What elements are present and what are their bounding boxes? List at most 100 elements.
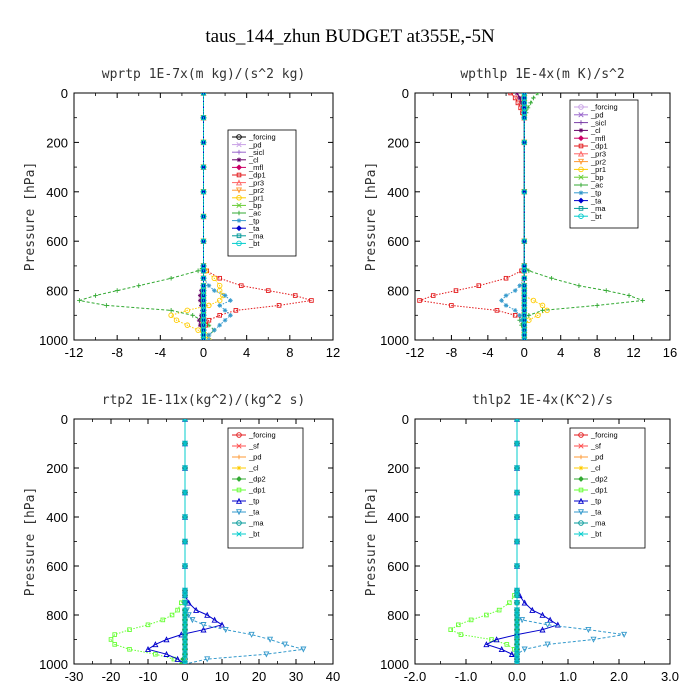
x-tick-label: -10 bbox=[139, 669, 158, 684]
data-point bbox=[603, 288, 609, 293]
legend-entry: _tp bbox=[248, 216, 259, 225]
data-point bbox=[515, 100, 521, 106]
legend-marker bbox=[236, 225, 242, 232]
data-point bbox=[529, 606, 536, 613]
x-tick-label: 0.0 bbox=[508, 669, 526, 684]
data-point bbox=[521, 337, 527, 340]
y-tick-label: 1000 bbox=[39, 333, 68, 348]
legend-entry: _tp bbox=[590, 189, 601, 198]
legend-marker bbox=[236, 476, 242, 482]
x-tick-label: 20 bbox=[252, 669, 266, 684]
legend-entry: _ta bbox=[590, 196, 602, 205]
data-point bbox=[594, 303, 600, 308]
x-tick-label: 1.0 bbox=[559, 669, 577, 684]
data-point bbox=[182, 617, 188, 623]
data-point bbox=[228, 298, 233, 303]
data-point bbox=[108, 637, 114, 642]
x-tick-label: 10 bbox=[215, 669, 229, 684]
data-point bbox=[512, 308, 518, 313]
legend-entry: _sf bbox=[590, 442, 602, 451]
data-point bbox=[514, 440, 520, 447]
legend-entry: _ma bbox=[590, 519, 606, 528]
data-point bbox=[145, 622, 151, 628]
x-tick-label: 2.0 bbox=[610, 669, 628, 684]
x-tick-label: 0 bbox=[521, 345, 528, 360]
data-point bbox=[544, 622, 551, 629]
data-point bbox=[169, 612, 175, 618]
data-point bbox=[521, 283, 527, 288]
data-point bbox=[514, 587, 520, 594]
legend-marker bbox=[577, 509, 585, 516]
y-tick-label: 1000 bbox=[380, 333, 409, 348]
data-point bbox=[539, 611, 546, 618]
legend-marker bbox=[578, 104, 584, 110]
data-point bbox=[576, 283, 582, 288]
y-tick-label: 800 bbox=[387, 608, 409, 623]
data-point bbox=[468, 617, 474, 623]
chart-panel-3: rtp2 1E-11x(kg^2)/(kg^2 s) Pressure [hPa]… bbox=[23, 393, 340, 684]
data-point bbox=[238, 283, 244, 288]
legend-entry: _ma bbox=[590, 204, 606, 213]
data-point bbox=[201, 298, 206, 303]
data-point bbox=[514, 419, 520, 422]
legend: _forcing _sf _pd _cl _dp2 _dp1 _tp _ta _ma _bt bbox=[569, 427, 646, 549]
y-tick-label: 0 bbox=[61, 412, 68, 427]
data-point bbox=[417, 298, 422, 303]
data-point bbox=[182, 641, 188, 648]
legend-marker bbox=[578, 531, 584, 537]
data-point bbox=[499, 298, 504, 303]
legend-marker bbox=[578, 166, 584, 173]
legend-entry: _pd bbox=[248, 140, 262, 149]
data-point bbox=[265, 288, 271, 293]
legend-marker bbox=[236, 134, 242, 140]
y-tick-label: 200 bbox=[387, 461, 409, 476]
data-point bbox=[554, 621, 561, 628]
data-point bbox=[521, 139, 528, 146]
data-point bbox=[174, 655, 181, 662]
legend-entry: _cl bbox=[590, 126, 601, 135]
data-point bbox=[112, 642, 117, 647]
x-tick-label: 0 bbox=[200, 345, 207, 360]
data-point bbox=[281, 641, 288, 648]
data-point bbox=[182, 592, 188, 599]
x-tick-label: 4 bbox=[557, 345, 564, 360]
data-point bbox=[503, 303, 509, 308]
data-point bbox=[222, 308, 228, 313]
data-point bbox=[514, 641, 520, 648]
legend-entry: _pd bbox=[590, 453, 604, 462]
data-point bbox=[217, 322, 222, 328]
legend-entry: _ta bbox=[248, 224, 260, 233]
data-point bbox=[222, 317, 228, 323]
legend-entry: _sicl bbox=[248, 148, 264, 157]
data-point bbox=[521, 93, 527, 96]
data-point bbox=[521, 268, 528, 274]
legend-marker bbox=[236, 432, 242, 438]
x-tick-label: 40 bbox=[326, 669, 340, 684]
x-tick-label: -20 bbox=[102, 669, 121, 684]
legend-marker bbox=[578, 182, 584, 188]
data-point bbox=[292, 293, 298, 298]
legend-entry: _pr1 bbox=[248, 194, 264, 203]
legend-marker bbox=[578, 174, 584, 180]
data-point bbox=[200, 337, 207, 340]
data-point bbox=[585, 626, 592, 634]
data-point bbox=[206, 332, 212, 338]
data-point bbox=[216, 297, 223, 304]
legend-marker bbox=[236, 195, 242, 201]
data-point bbox=[496, 607, 502, 613]
legend-marker bbox=[578, 520, 584, 526]
legend: _forcing_pd_sicl_cl_mfl_dp1_pr3_pr2_pr1_… bbox=[227, 129, 297, 257]
legend-entry: _pr2 bbox=[590, 157, 606, 166]
x-tick-label: 8 bbox=[594, 345, 601, 360]
data-point bbox=[549, 275, 554, 281]
data-point bbox=[449, 303, 454, 308]
series-line bbox=[419, 93, 525, 340]
data-point bbox=[163, 650, 170, 657]
data-point bbox=[168, 275, 174, 281]
legend-marker bbox=[578, 143, 584, 149]
legend-entry: _pd bbox=[590, 111, 604, 120]
y-tick-label: 200 bbox=[387, 135, 409, 150]
data-point bbox=[512, 288, 518, 293]
data-point bbox=[136, 283, 142, 288]
